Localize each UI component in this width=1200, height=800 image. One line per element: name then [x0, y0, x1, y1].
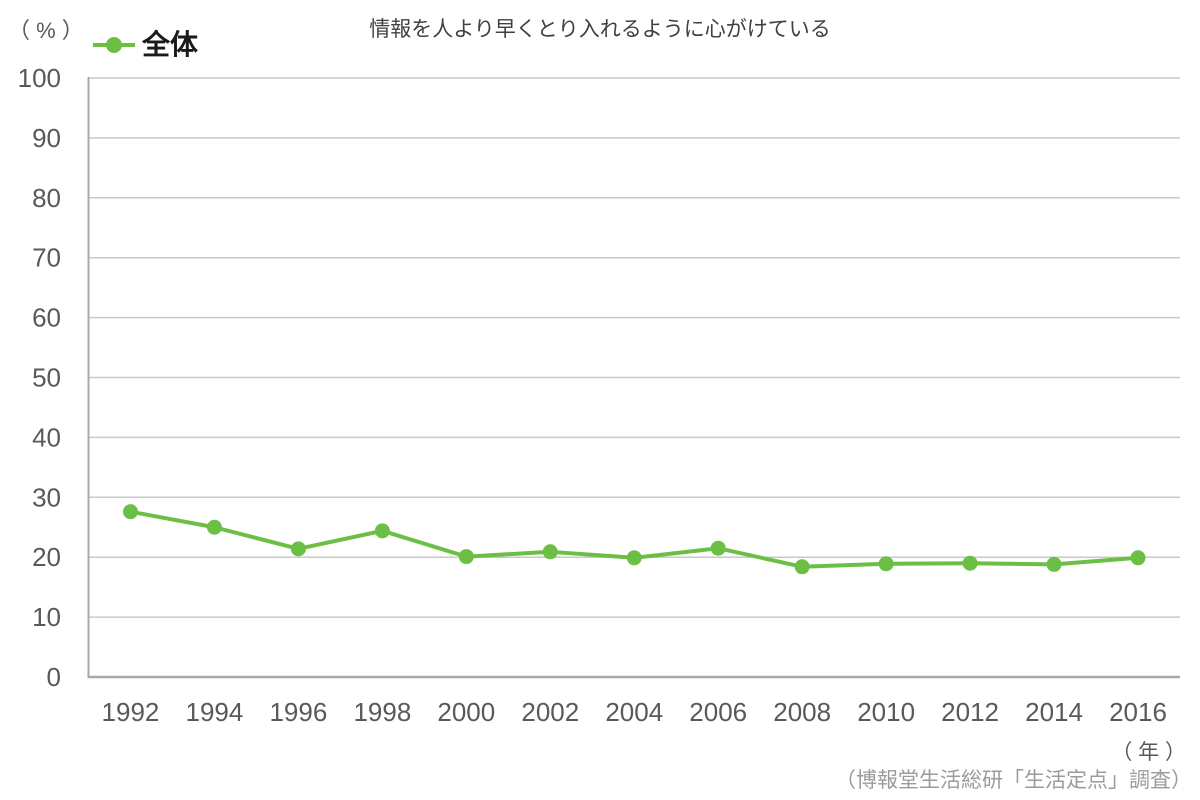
source-credit: （博報堂生活総研「生活定点」調査） [835, 769, 1192, 792]
data-point-2014 [1046, 556, 1062, 572]
x-tick-label: 2002 [521, 697, 579, 727]
x-tick-label: 1992 [102, 697, 160, 727]
x-axis-unit-label: （ 年 ） [1111, 741, 1186, 764]
y-tick-label: 20 [32, 542, 61, 572]
y-tick-label: 60 [32, 303, 61, 333]
x-tick-label: 2012 [941, 697, 999, 727]
legend-series-label: 全体 [142, 29, 199, 60]
data-point-2000 [458, 549, 474, 565]
x-tick-label: 1998 [353, 697, 411, 727]
data-point-2010 [878, 556, 894, 572]
y-tick-label: 80 [32, 183, 61, 213]
y-tick-label: 40 [32, 422, 61, 452]
y-tick-label: 100 [18, 63, 61, 93]
legend: 全体 [93, 31, 198, 59]
data-point-2012 [962, 555, 978, 571]
data-point-1994 [206, 519, 222, 535]
x-tick-label: 2010 [857, 697, 915, 727]
x-tick-label: 2014 [1025, 697, 1083, 727]
y-tick-label: 0 [47, 662, 61, 692]
x-tick-label: 2006 [689, 697, 747, 727]
legend-line-marker-icon [93, 37, 135, 53]
y-tick-label: 90 [32, 123, 61, 153]
x-tick-label: 2008 [773, 697, 831, 727]
x-tick-label: 1996 [269, 697, 327, 727]
y-tick-label: 50 [32, 363, 61, 393]
y-tick-label: 30 [32, 482, 61, 512]
data-point-1998 [374, 523, 390, 539]
data-point-2002 [542, 544, 558, 560]
chart-title: 情報を人より早くとり入れるように心がけている [369, 18, 831, 41]
data-point-2016 [1130, 550, 1146, 566]
y-tick-label: 70 [32, 243, 61, 273]
x-tick-label: 2000 [437, 697, 495, 727]
data-point-1996 [290, 541, 306, 557]
x-tick-label: 2016 [1109, 697, 1167, 727]
data-point-1992 [122, 504, 138, 520]
data-point-2008 [794, 559, 810, 575]
x-tick-label: 1994 [186, 697, 244, 727]
y-tick-label: 10 [32, 602, 61, 632]
data-point-2006 [710, 540, 726, 556]
x-tick-label: 2004 [605, 697, 663, 727]
data-point-2004 [626, 550, 642, 566]
y-axis-unit-label: （ % ） [8, 18, 84, 43]
